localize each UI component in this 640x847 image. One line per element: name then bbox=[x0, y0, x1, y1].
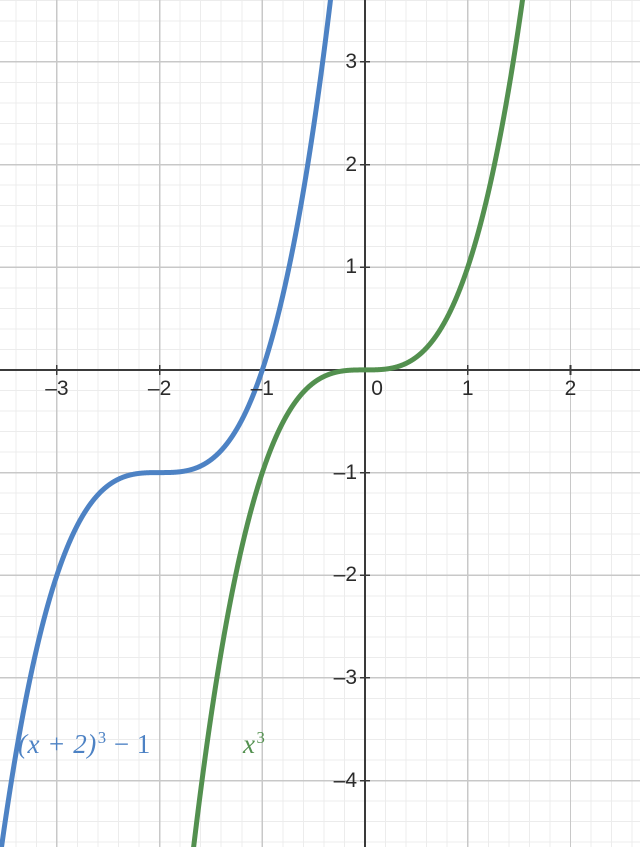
y-tick-label: –3 bbox=[333, 665, 358, 689]
curve-green-cubic bbox=[191, 0, 526, 847]
curve-label-blue-suffix: − 1 bbox=[106, 729, 151, 759]
curve-label-green: x3 bbox=[243, 728, 265, 760]
x-tick-label: 1 bbox=[461, 376, 474, 400]
y-tick-label: 2 bbox=[345, 152, 358, 176]
x-tick-label: –3 bbox=[45, 376, 69, 400]
curve-blue-cubic-shifted bbox=[0, 0, 333, 847]
y-tick-label: –4 bbox=[333, 768, 358, 792]
curve-label-blue-exponent: 3 bbox=[97, 728, 107, 747]
x-tick-label: –1 bbox=[250, 376, 274, 400]
curve-label-green-exponent: 3 bbox=[256, 728, 266, 747]
y-tick-label: –2 bbox=[333, 563, 358, 587]
curve-label-blue: (x + 2)3 − 1 bbox=[18, 728, 151, 760]
x-tick-label: 0 bbox=[371, 376, 383, 400]
y-tick-label: 1 bbox=[345, 255, 358, 279]
y-tick-label: 3 bbox=[345, 49, 358, 73]
x-tick-label: 2 bbox=[564, 376, 577, 400]
curves bbox=[0, 0, 526, 847]
curve-label-blue-base: (x + 2) bbox=[18, 729, 97, 759]
y-tick-label: –1 bbox=[333, 460, 358, 484]
curve-label-green-base: x bbox=[243, 729, 256, 759]
x-tick-label: –2 bbox=[147, 376, 172, 400]
